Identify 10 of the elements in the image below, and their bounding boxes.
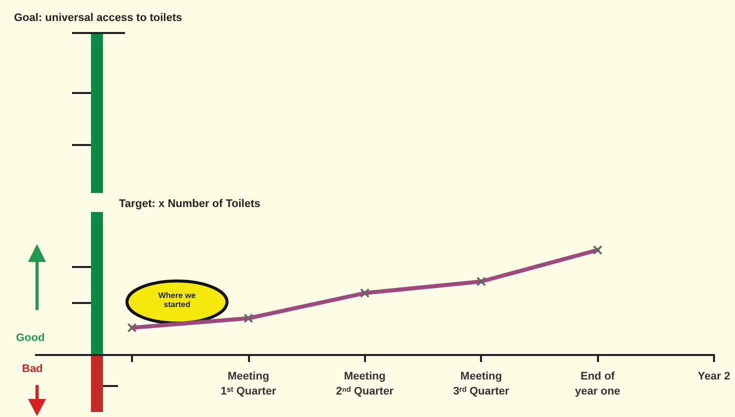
x-tick-label: End of year one [574,370,620,398]
text: Bad [22,363,43,376]
text: Goal: universal access to toilets [14,12,182,24]
x-tick-label: Meeting 1ˢᵗ Quarter [220,370,277,398]
text: Target: x Number of Toilets [119,198,260,210]
x-tick-label: Year 2 [698,370,730,382]
text: Good [16,332,45,344]
x-tick-label: Meeting 3ʳᵈ Quarter [453,370,510,398]
x-tick-label: Meeting 2ⁿᵈ Quarter [336,370,394,398]
annotation: Where we started [157,291,197,310]
